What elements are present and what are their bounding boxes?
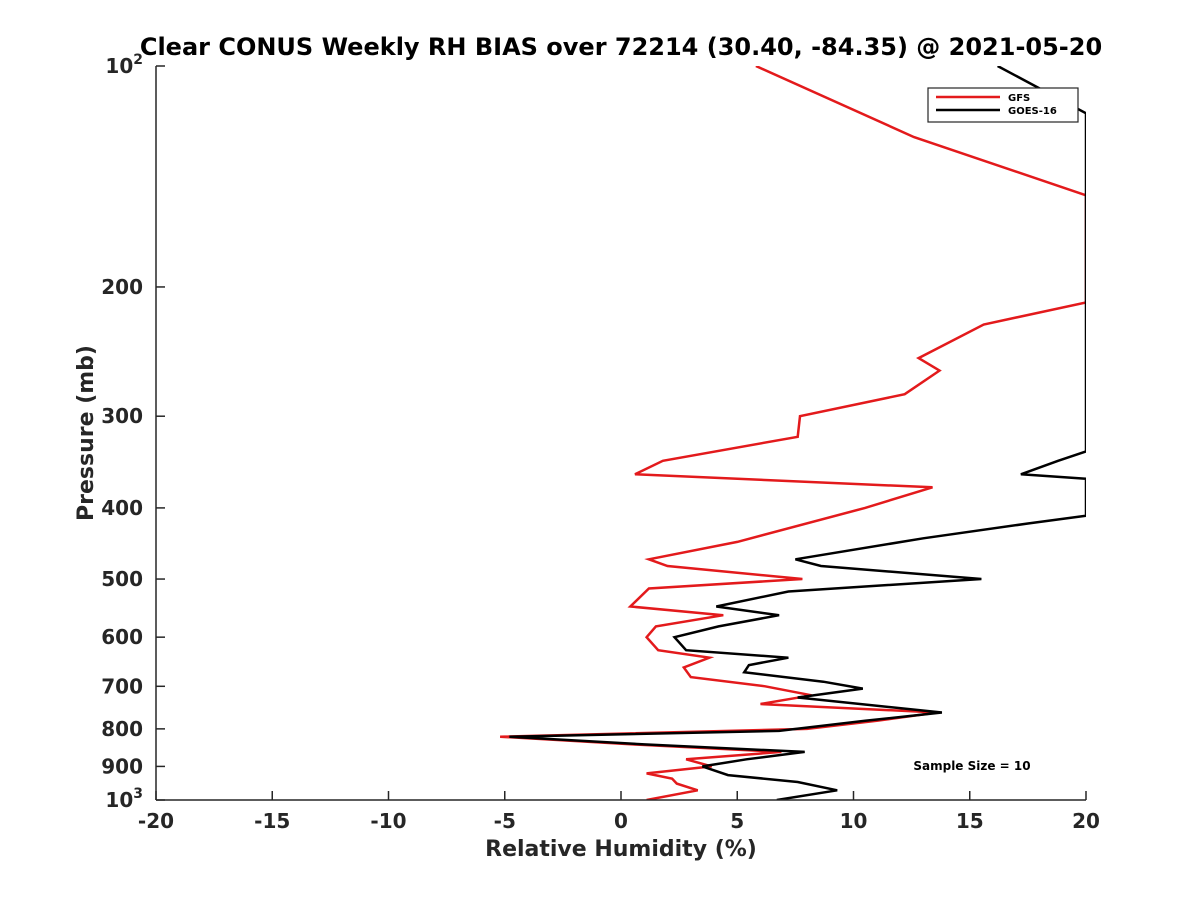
x-axis-label: Relative Humidity (%) bbox=[485, 837, 757, 862]
legend-label-gfs: GFS bbox=[1008, 93, 1030, 104]
x-ticks: -20 -15 -10 -5 0 5 10 15 20 bbox=[138, 791, 1100, 833]
y-tick-label: 800 bbox=[101, 717, 143, 741]
x-tick-label: -10 bbox=[370, 809, 406, 833]
y-tick-label: 103 bbox=[105, 786, 143, 812]
legend-box bbox=[927, 87, 1079, 123]
y-tick-label: 300 bbox=[101, 404, 143, 428]
y-tick-label: 200 bbox=[101, 275, 143, 299]
y-axis-label: Pressure (mb) bbox=[74, 345, 99, 521]
x-tick-label: 10 bbox=[840, 809, 868, 833]
legend-label-goes16: GOES-16 bbox=[1008, 106, 1057, 117]
y-tick-label: 400 bbox=[101, 496, 143, 520]
axes bbox=[155, 66, 1086, 801]
x-tick-label: 0 bbox=[614, 809, 628, 833]
y-tick-label: 900 bbox=[101, 754, 143, 778]
x-tick-label: -20 bbox=[138, 809, 174, 833]
x-tick-label: -15 bbox=[254, 809, 290, 833]
sample-size-annotation: Sample Size = 10 bbox=[913, 759, 1030, 773]
y-tick-label: 102 bbox=[105, 52, 143, 78]
plot-lines bbox=[500, 66, 1086, 800]
x-tick-label: 5 bbox=[730, 809, 744, 833]
series-line-goes16 bbox=[509, 66, 1086, 800]
chart-title: Clear CONUS Weekly RH BIAS over 72214 (3… bbox=[140, 33, 1102, 61]
y-tick-label: 600 bbox=[101, 625, 143, 649]
y-tick-label: 500 bbox=[101, 567, 143, 591]
legend: GFS GOES-16 bbox=[927, 87, 1079, 123]
y-tick-label: 700 bbox=[101, 674, 143, 698]
series-line-gfs bbox=[500, 66, 1086, 800]
y-ticks: 102 200 300 400 500 600 700 800 900 103 bbox=[101, 52, 165, 812]
x-tick-label: 20 bbox=[1072, 809, 1100, 833]
x-tick-label: 15 bbox=[956, 809, 984, 833]
x-tick-label: -5 bbox=[494, 809, 516, 833]
